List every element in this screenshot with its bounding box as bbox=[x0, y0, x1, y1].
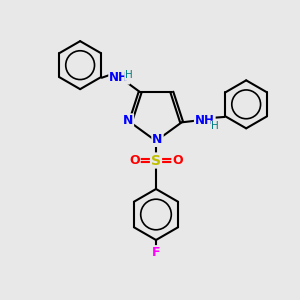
Text: H: H bbox=[212, 121, 219, 131]
Text: N: N bbox=[152, 133, 163, 146]
Text: NH: NH bbox=[195, 114, 215, 127]
Text: F: F bbox=[152, 246, 160, 259]
Text: H: H bbox=[125, 70, 133, 80]
Text: N: N bbox=[123, 114, 133, 127]
Text: O: O bbox=[172, 154, 183, 167]
Text: O: O bbox=[129, 154, 140, 167]
Text: NH: NH bbox=[109, 71, 129, 84]
Text: S: S bbox=[151, 154, 161, 167]
